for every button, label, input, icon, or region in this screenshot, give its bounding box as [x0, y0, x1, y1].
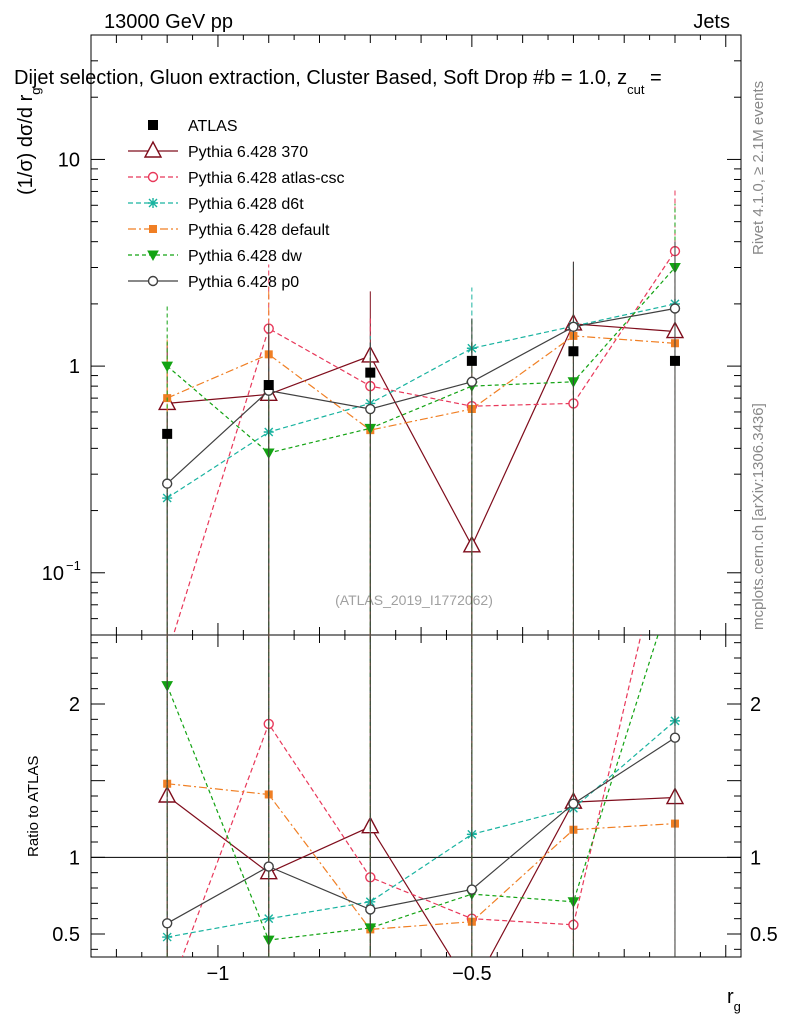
ratio-point [161, 918, 173, 929]
legend: ATLAS Pythia 6.428 370 Pythia 6.428 atlas-… [128, 118, 345, 291]
data-point [669, 303, 681, 314]
atlas-data-point [568, 346, 579, 357]
data-point [568, 321, 579, 332]
ratio-point [263, 861, 274, 872]
y-axis-label-ratio: Ratio to ATLAS [25, 756, 42, 857]
data-point [161, 361, 174, 373]
plot-title-tail: = [644, 67, 661, 89]
series-pythia-6-428-370 [158, 261, 685, 635]
legend-marker [147, 250, 159, 262]
legend-marker [147, 275, 159, 287]
y-axis-label-main-text: (1/σ) dσ/d r [15, 94, 37, 195]
x-tick-label: −0.5 [452, 963, 491, 985]
data-point [365, 403, 376, 415]
series-pythia-6-428-p0 [161, 241, 681, 635]
x-tick-label: −1 [207, 963, 230, 985]
y-tick-label-exponent: −1 [66, 558, 81, 573]
ratio-y-tick-label-right: 0.5 [750, 924, 778, 946]
ratio-line [167, 783, 676, 931]
ratio-y-tick-label: 1 [69, 847, 80, 869]
legend-label: Pythia 6.428 p0 [188, 274, 299, 291]
y-tick-label: 10 [42, 563, 64, 585]
legend-label: Pythia 6.428 atlas-csc [188, 170, 345, 187]
ratio-series-pythia-6-428-atlas-csc [163, 635, 676, 1002]
legend-entry-atlas: ATLAS [148, 118, 238, 135]
series-pythia-6-428-default [163, 270, 679, 635]
ratio-point [163, 993, 172, 1002]
x-axis-label-sub: g [734, 999, 741, 1014]
ratio-line [166, 795, 676, 957]
x-axis-label-text: r [727, 986, 734, 1008]
legend-entry-pythia-6-428-d6t: Pythia 6.428 d6t [128, 196, 304, 213]
data-point [161, 478, 173, 489]
ratio-line [181, 635, 642, 957]
series-atlas [162, 346, 680, 439]
mcplots-label: mcplots.cern.ch [arXiv:1306.3436] [750, 403, 767, 630]
energy-label: 13000 GeV pp [104, 11, 233, 33]
series-line [166, 303, 676, 499]
jets-label: Jets [693, 11, 730, 33]
atlas-data-point [365, 367, 376, 378]
plot-title: Dijet selection, Gluon extraction, Clust… [14, 67, 662, 97]
ratio-line [167, 720, 676, 938]
ratio-point [365, 904, 376, 915]
series-line [166, 267, 676, 454]
legend-label: Pythia 6.428 default [188, 222, 330, 239]
ratio-line [166, 737, 676, 924]
ratio-point [568, 798, 579, 809]
legend-entry-pythia-6-428-dw: Pythia 6.428 dw [128, 248, 302, 265]
y-axis-label-main: (1/σ) dσ/d rg [15, 88, 43, 196]
legend-entry-pythia-6-428-atlas-csc: Pythia 6.428 atlas-csc [128, 170, 345, 187]
atlas-data-point [466, 355, 477, 366]
atlas-data-point [162, 428, 173, 439]
series-line [172, 250, 676, 635]
atlas-data-point [669, 355, 680, 366]
legend-entry-pythia-6-428-p0: Pythia 6.428 p0 [128, 274, 299, 291]
legend-label: ATLAS [188, 118, 238, 135]
legend-label: Pythia 6.428 370 [188, 144, 308, 161]
ratio-y-tick-label-right: 1 [750, 847, 761, 869]
ratio-plot [158, 635, 685, 1002]
series-pythia-6-428-d6t [162, 241, 680, 635]
main-plot [158, 187, 685, 635]
legend-label: Pythia 6.428 d6t [188, 196, 304, 213]
plot-title-sub: cut [627, 82, 645, 97]
data-point [466, 376, 478, 387]
series-line [167, 323, 676, 548]
y-axis-label-main-sub: g [28, 88, 43, 95]
legend-entry-pythia-6-428-default: Pythia 6.428 default [128, 222, 330, 239]
legend-marker [143, 140, 163, 158]
y-tick-label: 10 [58, 149, 80, 171]
ratio-y-tick-label: 0.5 [52, 924, 80, 946]
ratio-y-tick-label: 2 [69, 694, 80, 716]
rivet-version-label: Rivet 4.1.0, ≥ 2.1M events [750, 81, 767, 255]
ratio-point [466, 884, 478, 895]
series-line [166, 335, 676, 431]
ratio-point [669, 732, 681, 743]
ratio-series-pythia-6-428-p0 [161, 635, 681, 957]
plot-title-main: Dijet selection, Gluon extraction, Clust… [14, 67, 627, 89]
ratio-frame [90, 634, 742, 958]
analysis-watermark: (ATLAS_2019_I1772062) [335, 592, 493, 608]
legend-marker [149, 225, 157, 233]
legend-marker [148, 120, 158, 130]
legend-label: Pythia 6.428 dw [188, 248, 302, 265]
x-axis-label: rg [727, 986, 741, 1014]
legend-entry-pythia-6-428-370: Pythia 6.428 370 [128, 140, 308, 161]
ratio-line [166, 635, 659, 941]
atlas-data-point [263, 380, 274, 391]
legend-marker [147, 171, 159, 183]
y-tick-label: 1 [69, 356, 80, 378]
legend-marker [148, 198, 158, 208]
ratio-series-pythia-6-428-370 [158, 635, 685, 957]
ratio-y-tick-label-right: 2 [750, 694, 761, 716]
series-line [166, 307, 676, 485]
